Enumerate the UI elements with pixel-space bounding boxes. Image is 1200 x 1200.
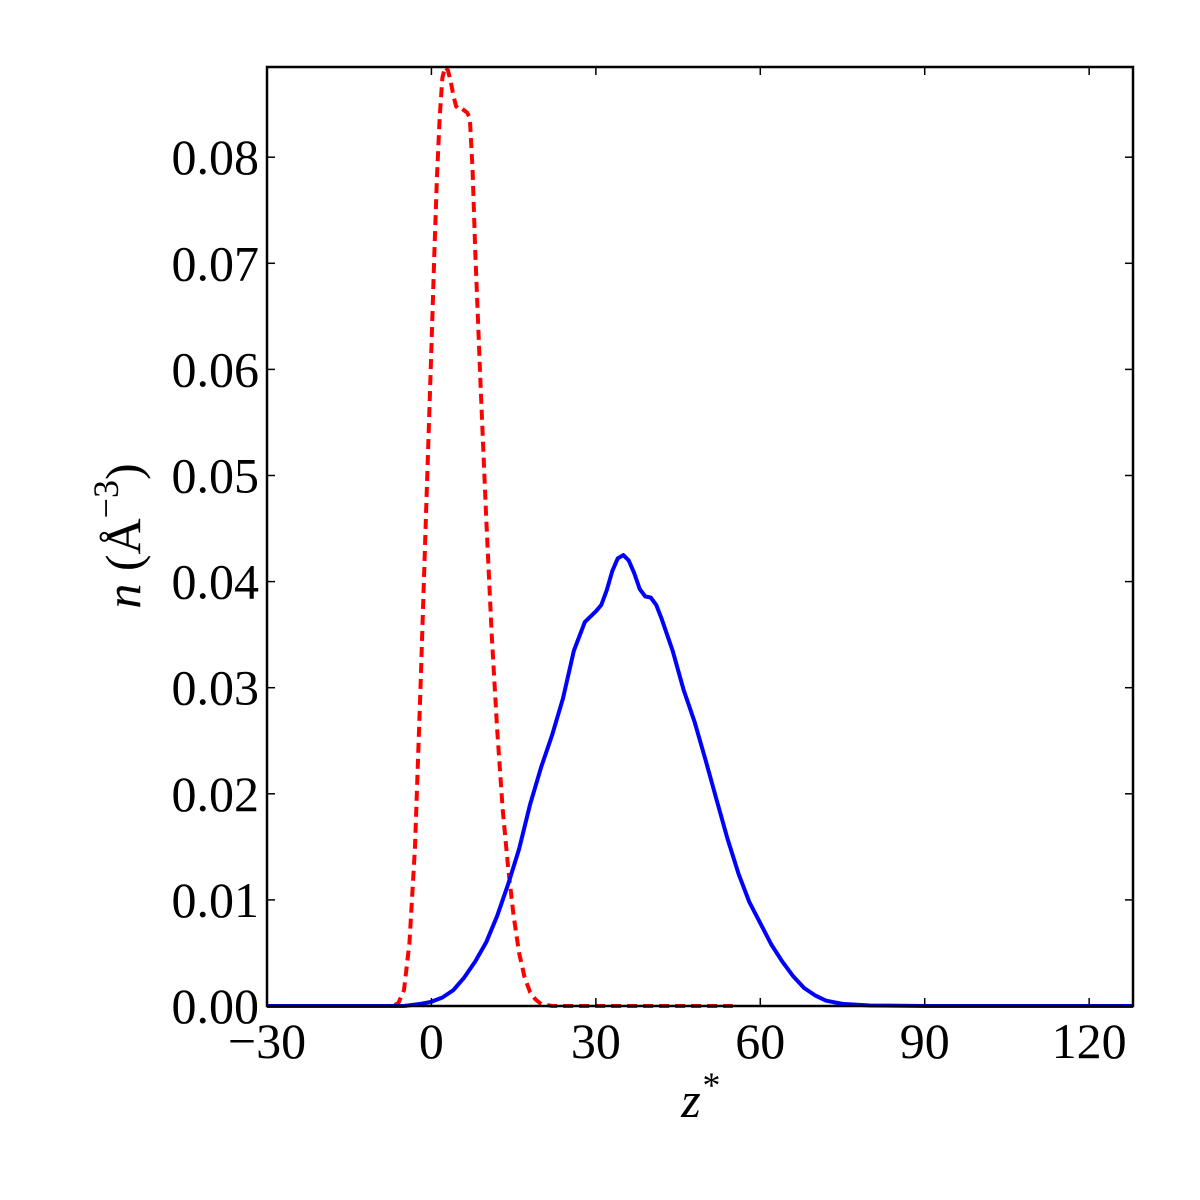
y-axis-label-var: n (95, 584, 151, 609)
y-tick-label: 0.02 (172, 766, 260, 822)
x-axis-label-var: z (680, 1072, 700, 1128)
y-tick-label: 0.01 (172, 872, 260, 928)
y-axis-label-unit: Å (95, 518, 151, 554)
y-tick-label: 0.08 (172, 129, 260, 185)
x-axis-label-sup: * (701, 1065, 719, 1105)
plot-lines (267, 65, 1133, 1008)
x-tick-label: 0 (419, 1013, 444, 1069)
x-tick-label: 120 (1052, 1013, 1127, 1069)
series-line-1 (267, 553, 1133, 1008)
x-axis-label: z* (680, 1065, 718, 1128)
y-tick-label: 0.00 (172, 978, 260, 1034)
x-tick-label: 30 (571, 1013, 621, 1069)
y-axis-label: n (Å−3) (86, 463, 151, 608)
y-tick-label: 0.04 (172, 554, 260, 610)
y-axis-label-close: ) (95, 463, 151, 480)
x-tick-label: 90 (900, 1013, 950, 1069)
y-tick-label: 0.05 (172, 447, 260, 503)
y-axis-label-open: ( (95, 554, 151, 583)
tick-labels: −30 0 30 60 90 120 0.00 0.01 0.02 0.03 0.04 0.05 0.0… (172, 129, 1127, 1069)
y-tick-label: 0.06 (172, 341, 260, 397)
y-tick-label: 0.07 (172, 235, 260, 291)
x-tick-label: −30 (228, 1013, 306, 1069)
series-line-0 (267, 65, 733, 1008)
y-axis-label-exp: −3 (86, 480, 126, 518)
y-tick-label: 0.03 (172, 660, 260, 716)
axis-ticks (266, 67, 1133, 1007)
plot-frame (265, 65, 1135, 1008)
x-tick-label: 60 (735, 1013, 785, 1069)
